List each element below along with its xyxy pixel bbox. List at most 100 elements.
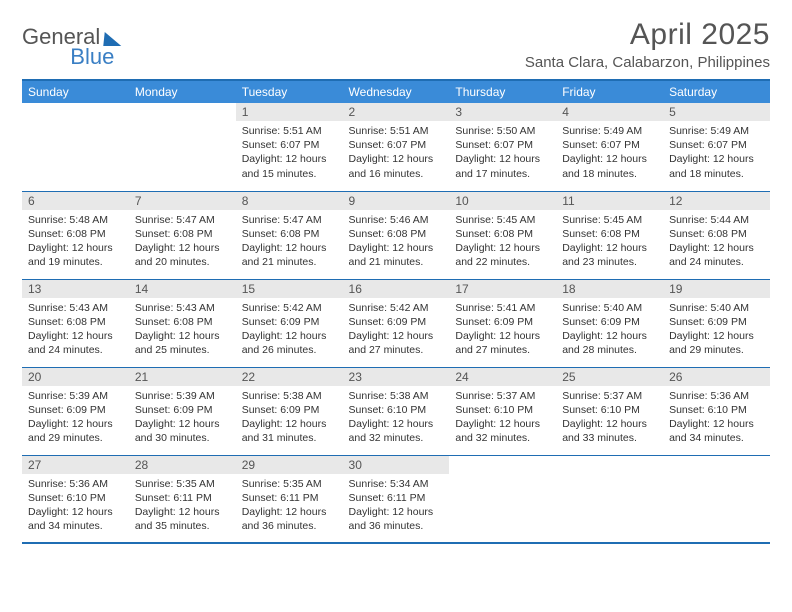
day-cell xyxy=(449,455,556,543)
day-number: 16 xyxy=(343,280,450,298)
sunrise-line: Sunrise: 5:51 AM xyxy=(349,124,444,138)
day-cell: 19Sunrise: 5:40 AMSunset: 6:09 PMDayligh… xyxy=(663,279,770,367)
day-cell: 29Sunrise: 5:35 AMSunset: 6:11 PMDayligh… xyxy=(236,455,343,543)
daylight-line: Daylight: 12 hours and 24 minutes. xyxy=(28,329,123,357)
day-details: Sunrise: 5:44 AMSunset: 6:08 PMDaylight:… xyxy=(663,210,770,274)
day-details: Sunrise: 5:42 AMSunset: 6:09 PMDaylight:… xyxy=(236,298,343,362)
day-details: Sunrise: 5:37 AMSunset: 6:10 PMDaylight:… xyxy=(449,386,556,450)
daylight-line: Daylight: 12 hours and 36 minutes. xyxy=(242,505,337,533)
day-cell: 10Sunrise: 5:45 AMSunset: 6:08 PMDayligh… xyxy=(449,191,556,279)
sunrise-line: Sunrise: 5:45 AM xyxy=(562,213,657,227)
sunrise-line: Sunrise: 5:36 AM xyxy=(28,477,123,491)
sunset-line: Sunset: 6:09 PM xyxy=(242,315,337,329)
header-row: Sunday Monday Tuesday Wednesday Thursday… xyxy=(22,80,770,103)
day-details: Sunrise: 5:35 AMSunset: 6:11 PMDaylight:… xyxy=(129,474,236,538)
day-cell: 26Sunrise: 5:36 AMSunset: 6:10 PMDayligh… xyxy=(663,367,770,455)
day-details: Sunrise: 5:39 AMSunset: 6:09 PMDaylight:… xyxy=(129,386,236,450)
daylight-line: Daylight: 12 hours and 33 minutes. xyxy=(562,417,657,445)
col-tuesday: Tuesday xyxy=(236,80,343,103)
sunset-line: Sunset: 6:08 PM xyxy=(135,227,230,241)
day-details: Sunrise: 5:39 AMSunset: 6:09 PMDaylight:… xyxy=(22,386,129,450)
day-details: Sunrise: 5:43 AMSunset: 6:08 PMDaylight:… xyxy=(22,298,129,362)
day-cell: 24Sunrise: 5:37 AMSunset: 6:10 PMDayligh… xyxy=(449,367,556,455)
col-wednesday: Wednesday xyxy=(343,80,450,103)
daylight-line: Daylight: 12 hours and 18 minutes. xyxy=(669,152,764,180)
title-block: April 2025 Santa Clara, Calabarzon, Phil… xyxy=(525,18,770,71)
day-details: Sunrise: 5:41 AMSunset: 6:09 PMDaylight:… xyxy=(449,298,556,362)
sunset-line: Sunset: 6:09 PM xyxy=(669,315,764,329)
day-cell: 4Sunrise: 5:49 AMSunset: 6:07 PMDaylight… xyxy=(556,103,663,191)
daylight-line: Daylight: 12 hours and 31 minutes. xyxy=(242,417,337,445)
sunrise-line: Sunrise: 5:40 AM xyxy=(562,301,657,315)
sunset-line: Sunset: 6:08 PM xyxy=(562,227,657,241)
day-number: 2 xyxy=(343,103,450,121)
sunrise-line: Sunrise: 5:38 AM xyxy=(242,389,337,403)
col-sunday: Sunday xyxy=(22,80,129,103)
day-details: Sunrise: 5:51 AMSunset: 6:07 PMDaylight:… xyxy=(343,121,450,185)
day-cell: 12Sunrise: 5:44 AMSunset: 6:08 PMDayligh… xyxy=(663,191,770,279)
day-number: 4 xyxy=(556,103,663,121)
day-number: 11 xyxy=(556,192,663,210)
day-number: 12 xyxy=(663,192,770,210)
sunset-line: Sunset: 6:11 PM xyxy=(349,491,444,505)
day-details: Sunrise: 5:47 AMSunset: 6:08 PMDaylight:… xyxy=(129,210,236,274)
sunset-line: Sunset: 6:11 PM xyxy=(135,491,230,505)
day-details: Sunrise: 5:48 AMSunset: 6:08 PMDaylight:… xyxy=(22,210,129,274)
day-details: Sunrise: 5:42 AMSunset: 6:09 PMDaylight:… xyxy=(343,298,450,362)
header: General Blue April 2025 Santa Clara, Cal… xyxy=(22,18,770,71)
day-number: 7 xyxy=(129,192,236,210)
daylight-line: Daylight: 12 hours and 17 minutes. xyxy=(455,152,550,180)
sunset-line: Sunset: 6:10 PM xyxy=(562,403,657,417)
day-number: 1 xyxy=(236,103,343,121)
day-details: Sunrise: 5:45 AMSunset: 6:08 PMDaylight:… xyxy=(449,210,556,274)
sunrise-line: Sunrise: 5:44 AM xyxy=(669,213,764,227)
daylight-line: Daylight: 12 hours and 28 minutes. xyxy=(562,329,657,357)
day-cell xyxy=(556,455,663,543)
sunset-line: Sunset: 6:08 PM xyxy=(28,227,123,241)
brand-text-blue: Blue xyxy=(70,44,114,70)
day-details: Sunrise: 5:51 AMSunset: 6:07 PMDaylight:… xyxy=(236,121,343,185)
sunrise-line: Sunrise: 5:47 AM xyxy=(135,213,230,227)
location-text: Santa Clara, Calabarzon, Philippines xyxy=(525,54,770,71)
day-cell: 28Sunrise: 5:35 AMSunset: 6:11 PMDayligh… xyxy=(129,455,236,543)
sunset-line: Sunset: 6:07 PM xyxy=(349,138,444,152)
daylight-line: Daylight: 12 hours and 35 minutes. xyxy=(135,505,230,533)
day-number: 17 xyxy=(449,280,556,298)
sunrise-line: Sunrise: 5:43 AM xyxy=(135,301,230,315)
brand-logo: General Blue xyxy=(22,18,170,50)
day-number: 8 xyxy=(236,192,343,210)
day-cell: 11Sunrise: 5:45 AMSunset: 6:08 PMDayligh… xyxy=(556,191,663,279)
day-details: Sunrise: 5:46 AMSunset: 6:08 PMDaylight:… xyxy=(343,210,450,274)
sunset-line: Sunset: 6:09 PM xyxy=(349,315,444,329)
day-details: Sunrise: 5:40 AMSunset: 6:09 PMDaylight:… xyxy=(663,298,770,362)
day-details: Sunrise: 5:37 AMSunset: 6:10 PMDaylight:… xyxy=(556,386,663,450)
week-row: 27Sunrise: 5:36 AMSunset: 6:10 PMDayligh… xyxy=(22,455,770,543)
sunrise-line: Sunrise: 5:43 AM xyxy=(28,301,123,315)
day-cell: 14Sunrise: 5:43 AMSunset: 6:08 PMDayligh… xyxy=(129,279,236,367)
sunset-line: Sunset: 6:08 PM xyxy=(135,315,230,329)
daylight-line: Daylight: 12 hours and 22 minutes. xyxy=(455,241,550,269)
day-cell xyxy=(22,103,129,191)
sunset-line: Sunset: 6:09 PM xyxy=(455,315,550,329)
sunset-line: Sunset: 6:07 PM xyxy=(242,138,337,152)
daylight-line: Daylight: 12 hours and 18 minutes. xyxy=(562,152,657,180)
day-cell: 2Sunrise: 5:51 AMSunset: 6:07 PMDaylight… xyxy=(343,103,450,191)
week-row: 13Sunrise: 5:43 AMSunset: 6:08 PMDayligh… xyxy=(22,279,770,367)
sunset-line: Sunset: 6:07 PM xyxy=(669,138,764,152)
daylight-line: Daylight: 12 hours and 32 minutes. xyxy=(455,417,550,445)
sunrise-line: Sunrise: 5:39 AM xyxy=(135,389,230,403)
day-cell: 1Sunrise: 5:51 AMSunset: 6:07 PMDaylight… xyxy=(236,103,343,191)
day-cell: 18Sunrise: 5:40 AMSunset: 6:09 PMDayligh… xyxy=(556,279,663,367)
day-details: Sunrise: 5:50 AMSunset: 6:07 PMDaylight:… xyxy=(449,121,556,185)
week-row: 1Sunrise: 5:51 AMSunset: 6:07 PMDaylight… xyxy=(22,103,770,191)
sunset-line: Sunset: 6:10 PM xyxy=(669,403,764,417)
day-cell: 30Sunrise: 5:34 AMSunset: 6:11 PMDayligh… xyxy=(343,455,450,543)
week-row: 20Sunrise: 5:39 AMSunset: 6:09 PMDayligh… xyxy=(22,367,770,455)
sunrise-line: Sunrise: 5:40 AM xyxy=(669,301,764,315)
month-title: April 2025 xyxy=(525,18,770,52)
daylight-line: Daylight: 12 hours and 30 minutes. xyxy=(135,417,230,445)
day-cell: 20Sunrise: 5:39 AMSunset: 6:09 PMDayligh… xyxy=(22,367,129,455)
day-number: 21 xyxy=(129,368,236,386)
sunrise-line: Sunrise: 5:34 AM xyxy=(349,477,444,491)
daylight-line: Daylight: 12 hours and 26 minutes. xyxy=(242,329,337,357)
